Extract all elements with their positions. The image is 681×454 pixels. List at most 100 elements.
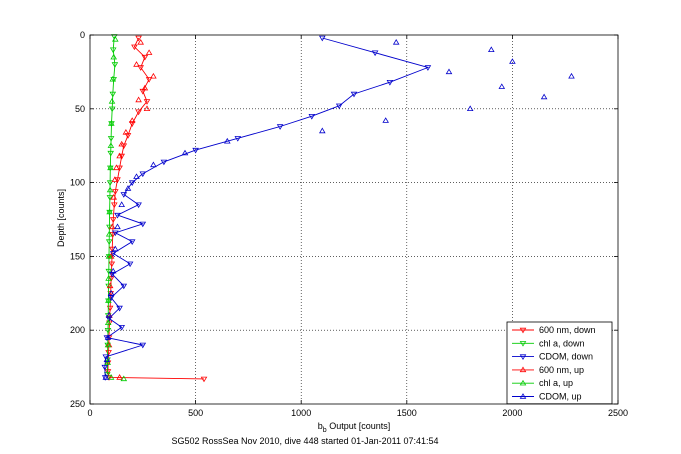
x-tick-label: 1500 xyxy=(397,408,417,418)
data-point xyxy=(386,80,394,86)
data-point xyxy=(106,209,113,216)
data-point xyxy=(133,173,140,179)
data-point xyxy=(106,195,114,201)
x-tick-label: 0 xyxy=(87,408,92,418)
data-point xyxy=(105,316,113,322)
data-point xyxy=(104,359,112,365)
data-point xyxy=(120,283,128,290)
legend-marker xyxy=(519,379,527,386)
data-point xyxy=(124,185,132,191)
x-axis-label-main: b xyxy=(318,421,323,431)
series-4 xyxy=(104,36,128,382)
data-point xyxy=(135,109,142,116)
data-point xyxy=(223,137,231,144)
data-point xyxy=(128,117,136,123)
axes-layer: 0 500 1000 1500 2000 2500 0 50 100 150 200 250 xyxy=(70,30,628,418)
data-point xyxy=(109,91,117,98)
grid-lines xyxy=(90,35,618,404)
data-point xyxy=(319,127,326,134)
data-point xyxy=(141,54,149,61)
x-axis-label: bb Output [counts] xyxy=(318,421,390,434)
data-point xyxy=(105,268,113,275)
data-point xyxy=(109,75,117,82)
data-point xyxy=(111,230,119,237)
data-point xyxy=(192,147,199,154)
data-point xyxy=(104,369,112,375)
y-tick-label: 250 xyxy=(70,399,85,409)
y-tick-label: 100 xyxy=(70,178,85,188)
legend-label: 600 nm, down xyxy=(539,325,596,335)
data-point xyxy=(106,208,113,215)
data-point xyxy=(105,230,113,237)
data-point xyxy=(181,149,189,156)
series-layer xyxy=(101,34,575,383)
data-point xyxy=(110,202,118,209)
data-point xyxy=(540,93,548,100)
data-point xyxy=(103,335,111,341)
data-point xyxy=(108,261,116,268)
legend-label: chl a, down xyxy=(539,338,585,348)
data-point xyxy=(111,176,119,182)
legend-marker xyxy=(519,341,527,347)
chart-footer-caption: SG502 RossSea Nov 2010, dive 448 started… xyxy=(171,436,438,446)
data-point xyxy=(145,77,153,83)
data-point xyxy=(114,223,121,230)
data-point xyxy=(112,189,119,195)
data-point xyxy=(498,83,506,89)
data-point xyxy=(116,305,123,312)
x-tick-label: 2500 xyxy=(608,408,628,418)
data-point xyxy=(116,152,123,159)
data-point xyxy=(104,327,112,334)
data-point xyxy=(126,261,134,268)
data-point xyxy=(445,68,453,75)
data-point xyxy=(105,298,112,305)
data-point xyxy=(118,324,126,331)
data-point xyxy=(109,47,117,54)
data-point xyxy=(110,194,118,200)
legend-marker xyxy=(519,366,527,373)
data-point xyxy=(109,251,117,257)
data-point xyxy=(128,121,136,127)
data-point xyxy=(105,253,113,259)
data-point xyxy=(106,180,114,186)
data-point xyxy=(107,142,115,148)
plot-frame xyxy=(89,34,619,405)
data-point xyxy=(135,96,142,103)
data-point xyxy=(131,44,138,51)
data-point xyxy=(424,65,432,71)
data-point xyxy=(120,375,128,382)
x-tick-label: 1000 xyxy=(291,408,311,418)
series-0 xyxy=(104,35,208,383)
data-point xyxy=(108,271,116,278)
data-point xyxy=(105,297,112,303)
data-point xyxy=(107,120,115,126)
data-point xyxy=(128,180,136,186)
data-point xyxy=(102,374,110,380)
x-axis-label-rest: Output [counts] xyxy=(327,421,391,431)
data-point xyxy=(135,202,142,209)
data-point xyxy=(105,239,113,245)
series-3 xyxy=(105,39,157,380)
data-point xyxy=(105,275,112,281)
data-point xyxy=(139,171,147,178)
data-point xyxy=(234,136,242,142)
data-point xyxy=(335,103,343,110)
data-point xyxy=(133,61,140,67)
data-point xyxy=(382,117,390,123)
data-point xyxy=(118,201,125,208)
legend-label: chl a, up xyxy=(539,378,573,388)
legend-label: CDOM, down xyxy=(539,352,593,362)
data-point xyxy=(107,150,115,157)
data-point xyxy=(308,114,316,120)
data-point xyxy=(116,374,123,380)
series-5 xyxy=(102,39,575,380)
legend-box xyxy=(506,321,613,405)
data-point xyxy=(114,212,121,219)
y-tick-label: 0 xyxy=(80,30,85,40)
data-point xyxy=(105,283,112,290)
data-point xyxy=(109,267,117,274)
data-point xyxy=(139,342,147,349)
data-point xyxy=(143,105,151,111)
data-point xyxy=(135,35,142,42)
